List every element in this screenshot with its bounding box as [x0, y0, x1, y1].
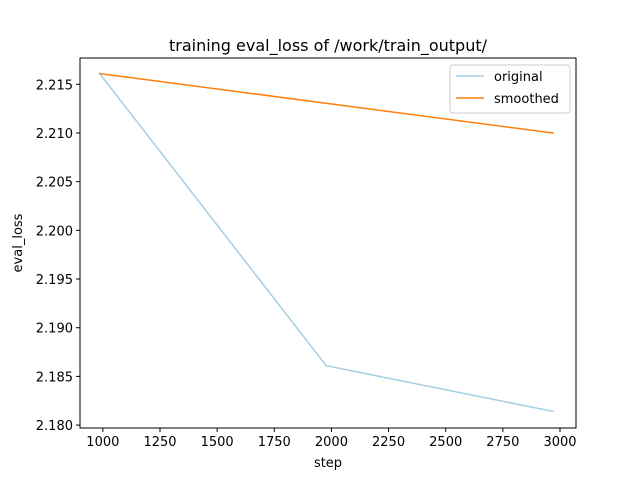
- y-tick-label: 2.185: [36, 370, 73, 385]
- x-tick-label: 1000: [86, 435, 119, 450]
- y-tick-label: 2.205: [36, 176, 73, 191]
- y-tick-label: 2.200: [36, 224, 73, 239]
- legend-box: [449, 64, 571, 114]
- y-tick-label: 2.190: [36, 322, 73, 337]
- plot-frame: [79, 57, 577, 429]
- chart-title: training eval_loss of /work/train_output…: [169, 36, 488, 56]
- y-tick-label: 2.210: [36, 127, 73, 142]
- y-axis: 2.180 2.185 2.190 2.195 2.200 2.205 2.210 2.215: [36, 78, 80, 434]
- y-tick-label: 2.215: [36, 78, 73, 93]
- legend-label-smoothed: smoothed: [494, 92, 559, 107]
- x-tick-label: 2500: [429, 435, 462, 450]
- x-tick-label: 2250: [372, 435, 405, 450]
- x-axis-label: step: [314, 456, 342, 471]
- series-line-original: [98, 72, 554, 413]
- x-axis: 1000 1250 1500 1750 2000 2250 2500 2750 3000: [86, 428, 577, 450]
- y-tick-label: 2.180: [36, 419, 73, 434]
- x-tick-label: 1500: [201, 435, 234, 450]
- x-tick-label: 2000: [315, 435, 348, 450]
- legend: original smoothed: [449, 64, 571, 114]
- series-layer: [98, 72, 554, 413]
- y-tick-label: 2.195: [36, 273, 73, 288]
- x-tick-label: 1250: [143, 435, 176, 450]
- y-axis-label: eval_loss: [11, 213, 26, 272]
- legend-label-original: original: [494, 70, 543, 85]
- x-tick-label: 3000: [543, 435, 576, 450]
- series-line-smoothed: [98, 72, 554, 134]
- x-tick-label: 2750: [486, 435, 519, 450]
- x-tick-label: 1750: [258, 435, 291, 450]
